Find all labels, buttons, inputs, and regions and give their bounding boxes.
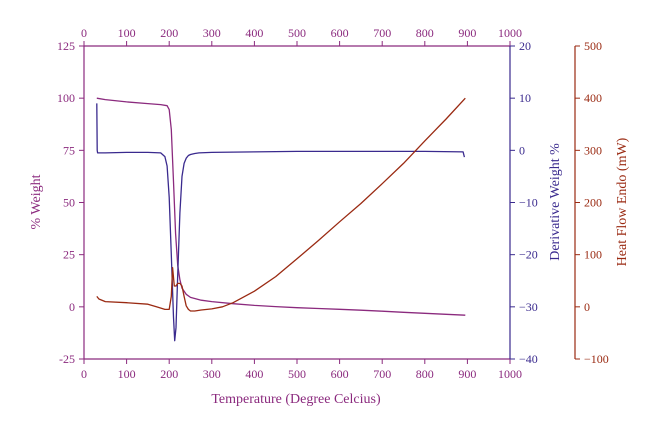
right2-tick-label: 500 [584, 39, 602, 53]
x-tick-label-bottom: 800 [416, 367, 434, 381]
left-tick-label: 125 [57, 39, 75, 53]
right2-tick-label: 0 [584, 300, 590, 314]
series-lines [96, 97, 466, 342]
x-tick-label-top: 900 [458, 26, 476, 40]
right1-tick-label: −30 [519, 300, 538, 314]
x-tick-label-top: 300 [203, 26, 221, 40]
left-tick-label: 25 [63, 248, 75, 262]
x-tick-label-bottom: 1000 [498, 367, 522, 381]
right2-axis-title: Heat Flow Endo (mW) [615, 137, 630, 266]
x-tick-label-top: 1000 [498, 26, 522, 40]
x-axis-ticks: 0 0 100 100 200 200 300 300 400 400 500 500 600 600 70… [81, 26, 522, 381]
left-tick-label: 100 [57, 91, 75, 105]
right1-tick-label: 20 [519, 39, 531, 53]
right1-axis-title: Derivative Weight % [548, 143, 563, 261]
right2-tick-label: 200 [584, 196, 602, 210]
left-tick-label: 50 [63, 196, 75, 210]
y-axis-ticks: -250255075100125−40−30−20−1001020−100010… [57, 39, 609, 366]
right1-tick-label: 10 [519, 91, 531, 105]
left-tick-label: -25 [59, 352, 75, 366]
x-tick-label-bottom: 900 [458, 367, 476, 381]
x-tick-label-bottom: 500 [288, 367, 306, 381]
left-tick-label: 0 [69, 300, 75, 314]
series-line-right2 [96, 97, 466, 312]
left-tick-label: 75 [63, 143, 75, 157]
x-tick-label-bottom: 300 [203, 367, 221, 381]
x-tick-label-top: 800 [416, 26, 434, 40]
x-tick-label-bottom: 100 [118, 367, 136, 381]
x-tick-label-top: 200 [160, 26, 178, 40]
x-tick-label-top: 0 [81, 26, 87, 40]
right1-tick-label: 0 [519, 143, 525, 157]
series-line-right1 [96, 103, 466, 342]
right2-tick-label: 400 [584, 91, 602, 105]
x-tick-label-top: 400 [245, 26, 263, 40]
x-tick-label-bottom: 400 [245, 367, 263, 381]
x-axis-title: Temperature (Degree Celcius) [211, 392, 381, 407]
x-tick-label-bottom: 0 [81, 367, 87, 381]
x-tick-label-top: 700 [373, 26, 391, 40]
x-tick-label-top: 500 [288, 26, 306, 40]
plot-frame [83, 45, 576, 360]
right2-tick-label: 300 [584, 143, 602, 157]
series-line-left [96, 97, 466, 316]
right1-tick-label: −10 [519, 196, 538, 210]
right1-tick-label: −20 [519, 248, 538, 262]
x-tick-label-top: 100 [118, 26, 136, 40]
left-axis-title: % Weight [29, 174, 44, 229]
x-tick-label-top: 600 [331, 26, 349, 40]
x-tick-label-bottom: 700 [373, 367, 391, 381]
right2-tick-label: 100 [584, 248, 602, 262]
right2-tick-label: −100 [584, 352, 609, 366]
right1-tick-label: −40 [519, 352, 538, 366]
x-tick-label-bottom: 600 [331, 367, 349, 381]
x-tick-label-bottom: 200 [160, 367, 178, 381]
